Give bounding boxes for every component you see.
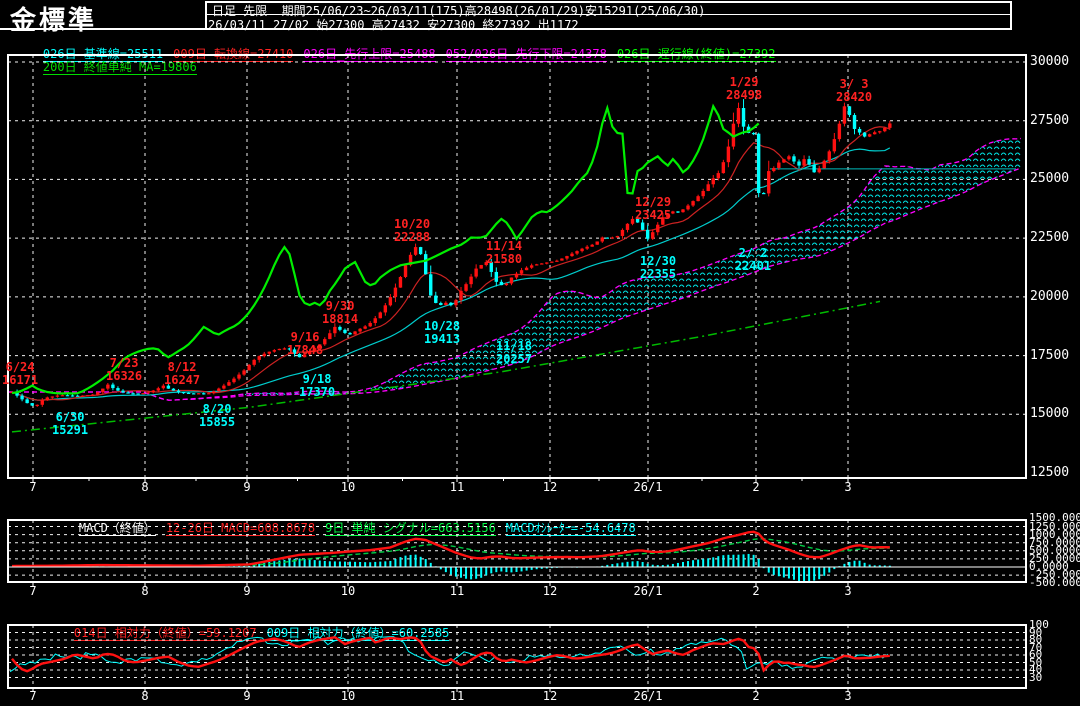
main-x-label: 3 [844,480,852,494]
main-y-label: 30000 [1030,54,1070,69]
rsi-x-label: 3 [844,689,852,703]
main-x-label: 7 [29,480,37,494]
main-x-label: 2 [752,480,760,494]
macd-signal[interactable]: 9日 単純 シグナル=663.5156 [325,521,496,536]
main-x-label: 9 [243,480,251,494]
rsi-x-label: 11 [449,689,465,703]
rsi-y-label: 90 [1029,625,1043,639]
macd-title: MACD（終値） [78,521,156,536]
macd-series [11,530,891,582]
macd-y-label: 250.0000 [1029,551,1080,565]
swing-point-label: 6/30 15291 [52,410,89,437]
swing-point-label: 9/30 18814 [322,299,359,326]
main-y-label: 15000 [1030,406,1070,422]
main-x-label: 26/1 [633,480,663,494]
macd-y-label: 1500.000 [1029,511,1080,525]
rsi-y-label: 40 [1029,663,1043,676]
header-top-line [205,1,1012,3]
swing-point-label: 3/ 3 28420 [836,77,873,104]
swing-point-label: 11/14 21580 [486,239,523,266]
macd-x-label: 8 [141,584,149,598]
macd-x-label: 26/1 [633,584,663,598]
macd-y-label: 0.0000 [1029,560,1069,573]
ma-legend-row: 200日 終値単純 MA=19806 [14,44,207,89]
rsi-x-label: 12 [542,689,558,703]
main-x-label: 8 [141,480,149,494]
main-y-label: 20000 [1030,288,1070,304]
main-y-label: 22500 [1030,230,1070,246]
instrument-title: 金標準 [10,6,98,36]
swing-point-label: 9/18 17370 [299,372,336,399]
main-x-label: 11 [449,480,465,494]
macd-x-label: 2 [752,584,760,598]
rsi-x-label: 2 [752,689,760,703]
header-bottom-line [0,28,1012,30]
header-mid-line [205,14,1012,15]
macd-y-label: 1250.000 [1029,519,1080,533]
rsi-y-label: 70 [1029,640,1043,654]
swing-point-label: 6/24 16171 [2,360,39,387]
swing-point-label: 7/23 16326 [106,356,143,383]
swing-point-label: 12/29 23425 [635,195,672,222]
macd-x-label: 12 [542,584,558,598]
macd-y-label: 500.0000 [1029,543,1080,557]
macd-y-label: 1000.000 [1029,527,1080,541]
macd-x-label: 3 [844,584,852,598]
main-y-label: 17500 [1030,347,1070,363]
macd-x-label: 10 [340,584,356,598]
macd-y-label: 750.0000 [1029,535,1080,549]
swing-point-label: 8/12 16247 [164,360,201,387]
macd-x-label: 7 [29,584,37,598]
rsi-series [9,635,890,673]
swing-point-label: 8/20 15855 [199,402,236,429]
main-x-label: 10 [340,480,356,494]
legend-ma200[interactable]: 200日 終値単純 MA=19806 [42,60,197,75]
swing-point-label: 12/30 22355 [640,254,677,281]
macd-y-label: -500.000 [1029,576,1080,590]
swing-point-label: 9/16 17848 [287,330,324,357]
rsi-x-label: 8 [141,689,149,703]
rsi-y-label: 80 [1029,633,1043,646]
rsi-x-label: 10 [340,689,356,703]
rsi-y-label: 100 [1029,618,1049,631]
rsi-x-label: 7 [29,689,37,703]
macd-x-label: 9 [243,584,251,598]
main-y-label: 25000 [1030,171,1070,187]
macd-legend-row: MACD（終値） 12-26日 MACD=608.8678 9日 単純 シグナル=6… [50,505,646,550]
swing-point-label: 10/28 19413 [424,319,461,346]
main-y-label: 12500 [1030,465,1070,480]
main-y-label: 27500 [1030,112,1070,128]
swing-point-label: 1/29 28498 [726,75,763,102]
rsi-y-label: 50 [1029,655,1043,669]
rsi-y-label: 30 [1029,670,1043,684]
macd-x-label: 11 [449,584,465,598]
main-chart-series [8,99,1022,433]
rsi-y-label: 60 [1029,648,1043,661]
main-x-label: 12 [542,480,558,494]
swing-point-label: 2/ 2 22401 [735,246,772,273]
macd-osc[interactable]: MACDｵｼﾚｰﾀｰ=-54.6478 [505,521,636,536]
macd-y-label: -250.000 [1029,568,1080,582]
swing-point-label: 10/20 22288 [394,217,431,244]
macd-value[interactable]: 12-26日 MACD=608.8678 [165,521,316,536]
rsi-x-label: 26/1 [633,689,663,703]
rsi-x-label: 9 [243,689,251,703]
swing-point-label: 11/18 20257 [496,339,533,366]
